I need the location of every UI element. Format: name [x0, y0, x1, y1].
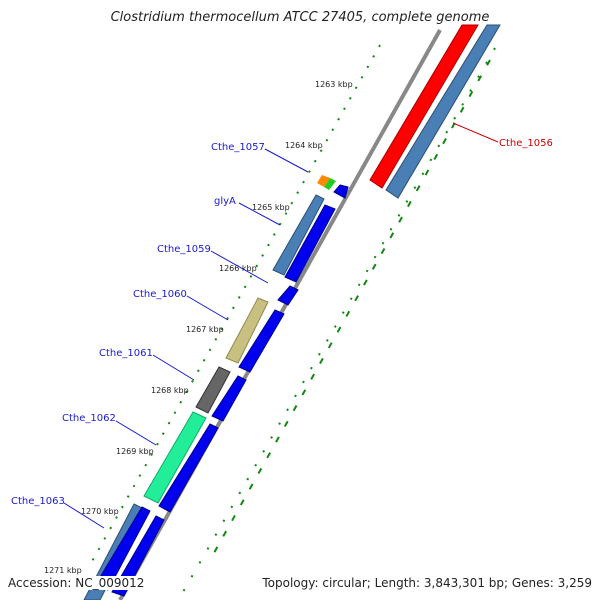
category-bar-cthe-1060: [225, 297, 269, 364]
category-bar-glyA: [272, 194, 325, 276]
cds-cthe-1060[interactable]: [238, 309, 285, 373]
leader-cthe-1062: [115, 420, 157, 446]
kbp-tick-1265: 1265 kbp: [252, 203, 290, 212]
gc-content-track-outer: [89, 44, 381, 566]
kbp-tick-1267: 1267 kbp: [186, 325, 224, 334]
leader-cthe-1061: [152, 354, 195, 381]
cds-cthe-1057[interactable]: [333, 184, 349, 199]
gene-label-cthe-1056[interactable]: Cthe_1056: [499, 138, 553, 149]
map-title: Clostridium thermocellum ATCC 27405, com…: [110, 10, 490, 25]
gene-label-cthe-1061[interactable]: Cthe_1061: [99, 348, 153, 359]
kbp-tick-1263: 1263 kbp: [315, 80, 353, 89]
gene-label-cthe-1059[interactable]: Cthe_1059: [157, 244, 211, 255]
cds-cthe-1061[interactable]: [211, 375, 247, 422]
leader-cthe-1059: [210, 250, 269, 284]
cds-cthe-1063[interactable]: [95, 506, 151, 591]
kbp-tick-1268: 1268 kbp: [151, 386, 189, 395]
kbp-tick-1264: 1264 kbp: [285, 141, 323, 150]
leader-cthe-1057: [264, 148, 309, 173]
category-bar-cthe-1062: [143, 411, 207, 504]
leader-cthe-1060: [186, 295, 229, 321]
cds-cthe-1062[interactable]: [158, 423, 219, 513]
kbp-tick-1271: 1271 kbp: [44, 566, 82, 575]
kbp-tick-1266: 1266 kbp: [219, 264, 257, 273]
leader-cthe-1063: [63, 502, 105, 529]
gc-skew-track: [182, 47, 496, 593]
cds-cthe-1059[interactable]: [277, 285, 299, 306]
cds-cthe-1056-forward[interactable]: [369, 24, 479, 189]
cds-glyA[interactable]: [284, 204, 336, 283]
feature-green: [324, 178, 336, 190]
cds-cthe-1056-category[interactable]: [385, 24, 501, 199]
kbp-tick-1270: 1270 kbp: [81, 507, 119, 516]
leader-glyA: [238, 202, 281, 226]
gene-label-cthe-1060[interactable]: Cthe_1060: [133, 289, 187, 300]
category-bar-cthe-1061: [195, 366, 231, 414]
gene-label-cthe-1063[interactable]: Cthe_1063: [11, 496, 65, 507]
feature-orange: [317, 175, 330, 187]
leader-cthe-1056: [452, 122, 499, 143]
kbp-ticks: 1263 kbp 1264 kbp 1265 kbp 1266 kbp 1267…: [44, 80, 353, 575]
gene-label-glyA[interactable]: glyA: [214, 196, 236, 207]
gene-labels: Cthe_1056 Cthe_1057 glyA Cthe_1059 Cthe_…: [11, 122, 553, 529]
gene-label-cthe-1062[interactable]: Cthe_1062: [62, 413, 116, 424]
gc-skew-track-inner: [209, 59, 491, 561]
kbp-tick-1269: 1269 kbp: [116, 447, 154, 456]
gene-label-cthe-1057[interactable]: Cthe_1057: [211, 142, 265, 153]
accession-label: Accession: NC_009012: [8, 576, 145, 590]
genome-summary: Topology: circular; Length: 3,843,301 bp…: [262, 576, 592, 590]
